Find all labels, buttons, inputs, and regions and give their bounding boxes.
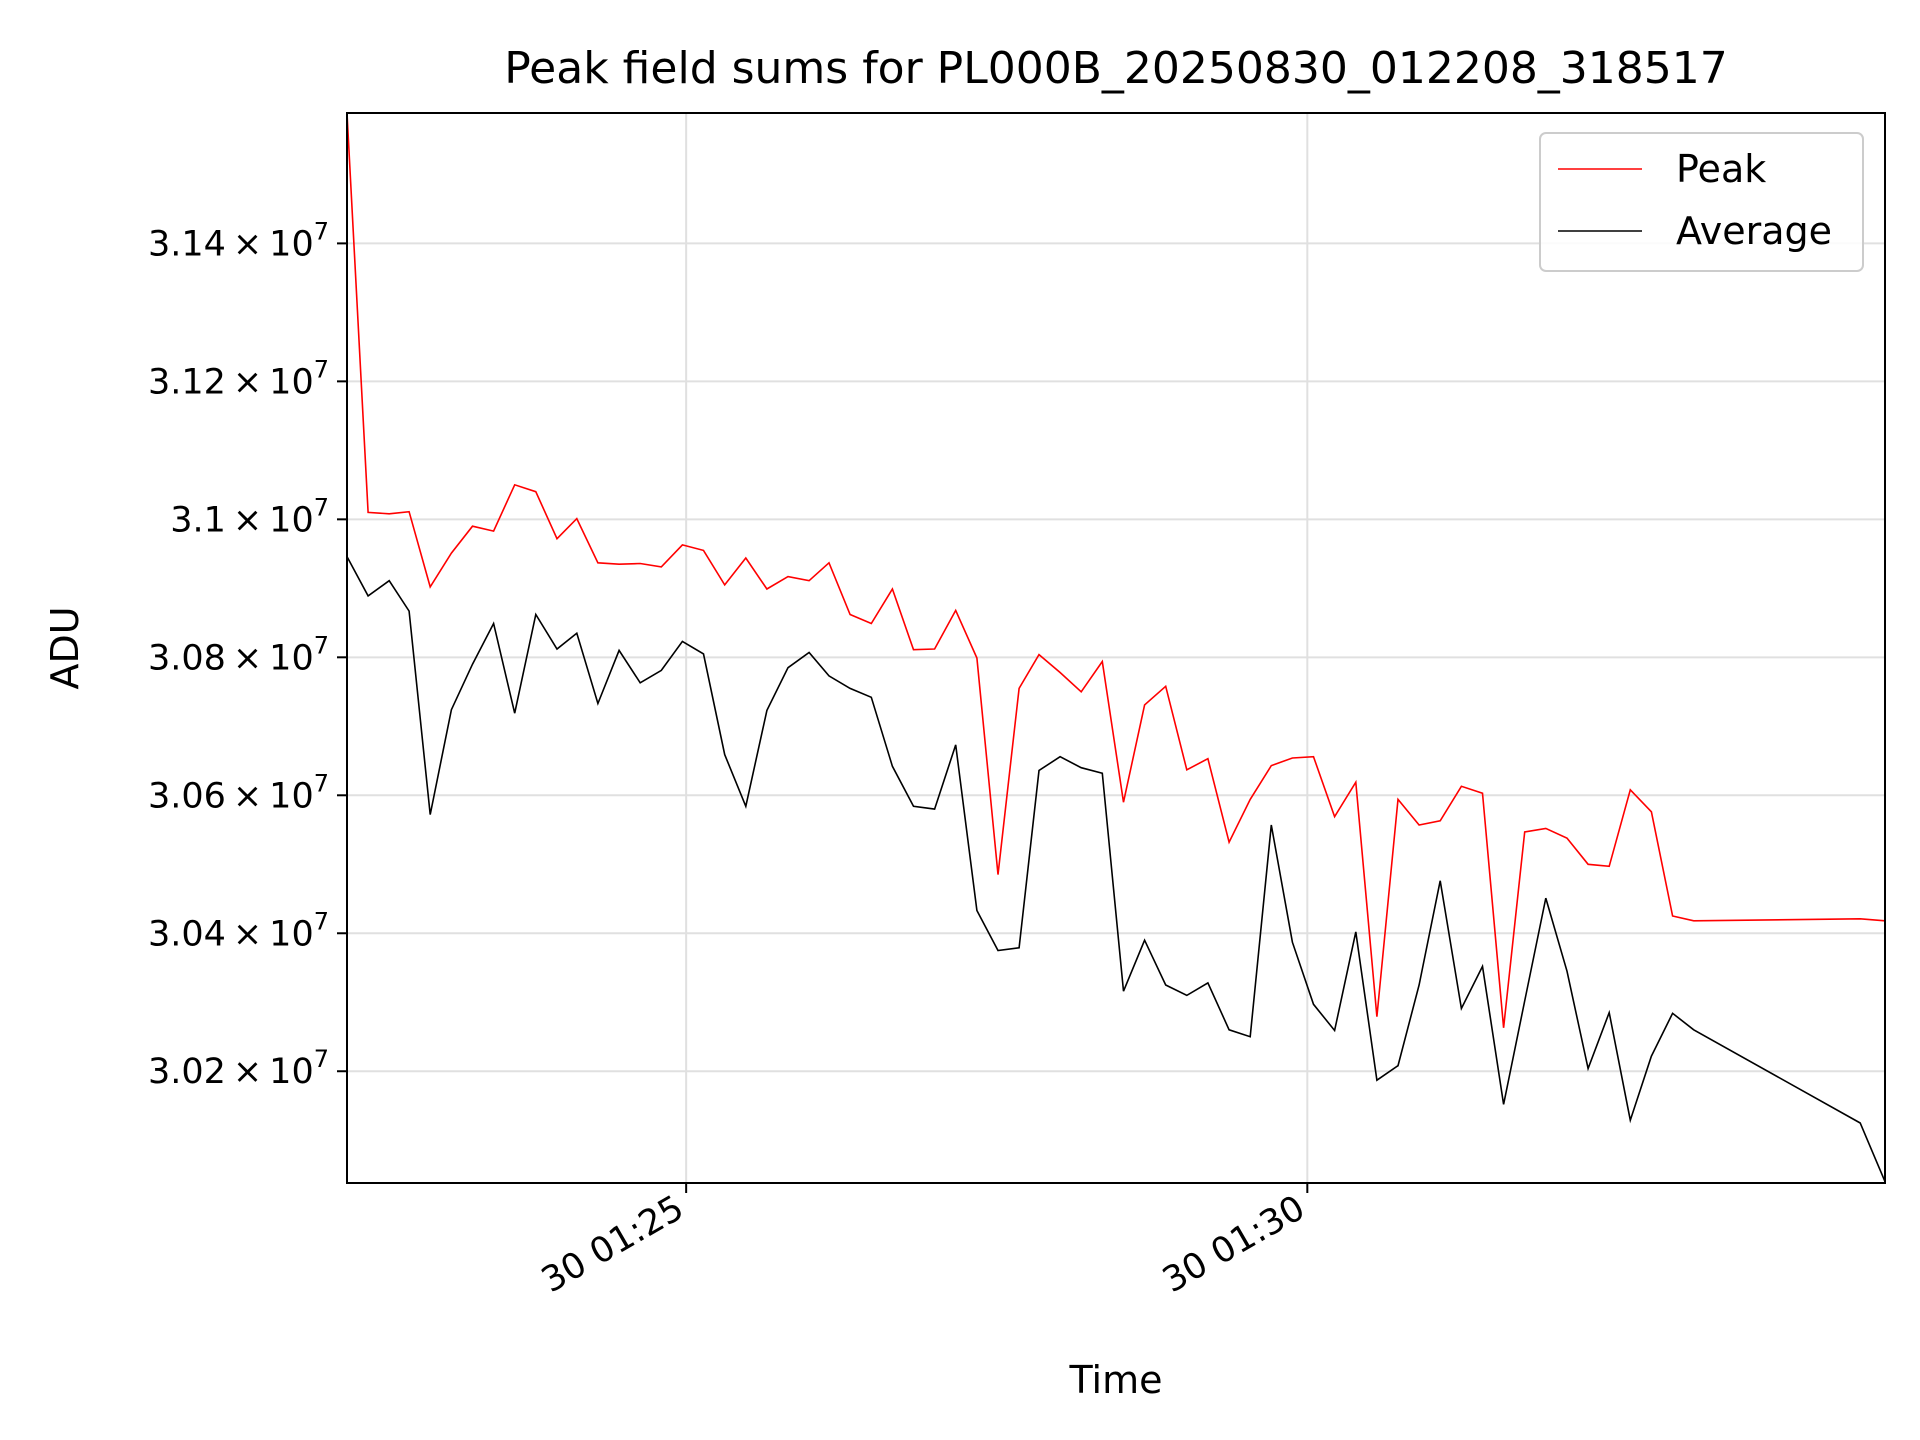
y-tick-label: 3.14 × 107 <box>148 217 329 264</box>
y-axis-title: ADU <box>43 606 87 689</box>
series-line-average <box>346 556 1886 1182</box>
y-tick-label: 3.1 × 107 <box>170 493 329 540</box>
y-tick-label: 3.12 × 107 <box>148 355 329 402</box>
series-line-peak <box>346 112 1886 1028</box>
plot-frame <box>346 112 1886 1184</box>
legend-label-average: Average <box>1676 209 1832 253</box>
legend-box <box>1539 132 1864 272</box>
series-lines <box>346 112 1886 1182</box>
legend: Peak Average <box>1539 132 1864 272</box>
y-tick-label: 3.08 × 107 <box>148 631 329 678</box>
legend-label-peak: Peak <box>1676 147 1766 191</box>
y-tick-label: 3.02 × 107 <box>148 1045 329 1092</box>
y-tick-label: 3.06 × 107 <box>148 769 329 816</box>
y-tick-label: 3.04 × 107 <box>148 907 329 954</box>
x-axis-title: Time <box>1069 1358 1163 1402</box>
chart-title: Peak field sums for PL000B_20250830_0122… <box>504 43 1728 94</box>
